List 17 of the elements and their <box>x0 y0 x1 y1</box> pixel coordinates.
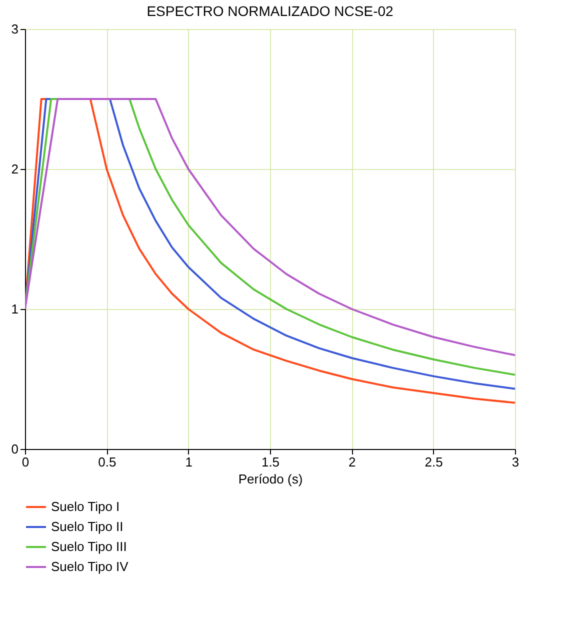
x-tick-label: 2.5 <box>424 454 443 470</box>
x-tick-label: 2 <box>348 454 356 470</box>
y-tick-label: 3 <box>11 22 18 36</box>
x-tick-label: 0 <box>22 454 30 470</box>
x-tick-label: 1.5 <box>261 454 280 470</box>
y-tick-label: 0 <box>11 442 18 456</box>
x-tick-label: 1 <box>185 454 192 470</box>
y-tick-label: 1 <box>11 302 18 316</box>
legend-label: Suelo Tipo II <box>51 519 124 534</box>
x-tick-label: 0.5 <box>98 454 116 470</box>
x-tick-label: 3 <box>512 454 520 470</box>
legend-label: Suelo Tipo I <box>51 499 120 514</box>
x-axis-title: Período (s) <box>238 472 303 486</box>
y-tick-label: 2 <box>11 162 18 176</box>
chart-title: ESPECTRO NORMALIZADO NCSE-02 <box>146 3 394 19</box>
legend-label: Suelo Tipo III <box>51 539 127 554</box>
legend-label: Suelo Tipo IV <box>51 559 129 574</box>
